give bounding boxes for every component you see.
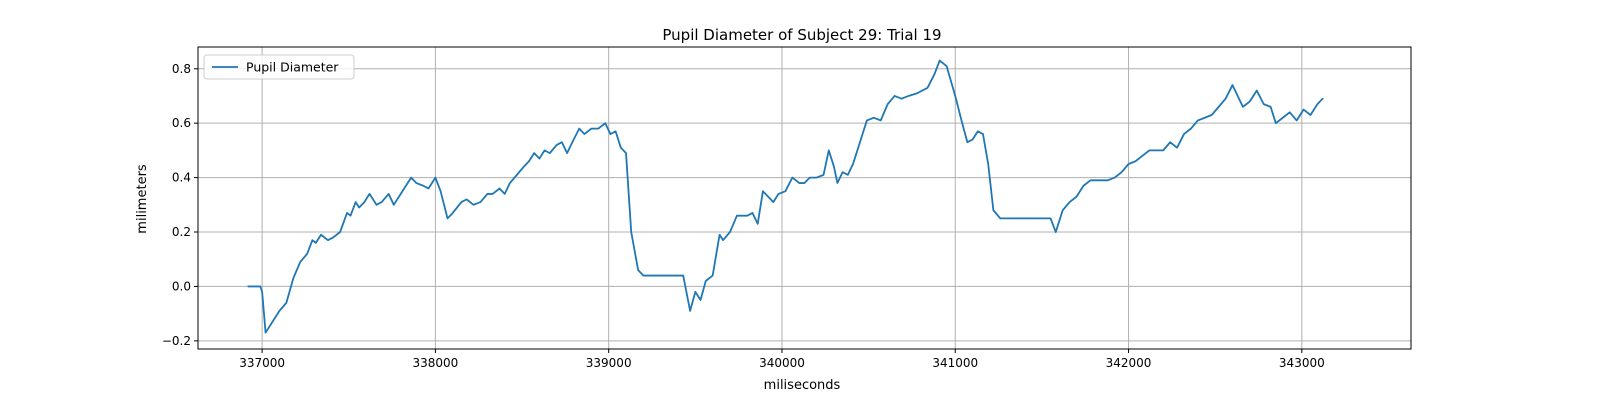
legend-box: [203, 54, 355, 80]
plot-frame: [197, 46, 1412, 350]
series-layer: [247, 59, 1324, 334]
y-axis-label: milimeters: [135, 164, 150, 234]
y-tick-label: −0.2: [162, 334, 191, 348]
x-tick-label: 340000: [759, 356, 805, 370]
x-tick-label: 337000: [239, 356, 285, 370]
y-tick-label: 0.0: [172, 279, 191, 293]
grid-lines: [198, 47, 1411, 349]
y-tick-label: 0.4: [172, 171, 191, 185]
axis-ticks: 337000 338000 339000 340000 341000 342000 3430…: [162, 62, 1325, 370]
x-tick-label: 339000: [586, 356, 632, 370]
x-tick-label: 341000: [932, 356, 978, 370]
x-tick-label: 338000: [412, 356, 458, 370]
legend: Pupil Diameter: [203, 54, 355, 80]
chart-title: Pupil Diameter of Subject 29: Trial 19: [662, 26, 941, 44]
y-tick-label: 0.6: [172, 116, 191, 130]
series-line-pupil-diameter: [247, 59, 1324, 334]
y-tick-label: 0.8: [172, 62, 191, 76]
x-tick-label: 343000: [1279, 356, 1325, 370]
x-axis-label: miliseconds: [764, 378, 841, 393]
legend-label-pupil-diameter: Pupil Diameter: [246, 60, 339, 75]
y-tick-label: 0.2: [172, 225, 191, 239]
x-tick-label: 342000: [1106, 356, 1152, 370]
